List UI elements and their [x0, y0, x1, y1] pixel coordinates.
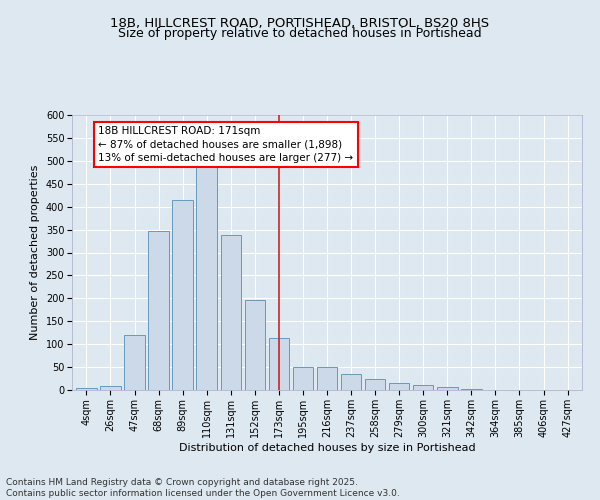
- Text: Contains HM Land Registry data © Crown copyright and database right 2025.
Contai: Contains HM Land Registry data © Crown c…: [6, 478, 400, 498]
- Bar: [293, 367, 313, 390]
- Bar: [365, 378, 385, 390]
- Text: 18B HILLCREST ROAD: 171sqm
← 87% of detached houses are smaller (1,898)
13% of s: 18B HILLCREST ROAD: 171sqm ← 87% of deta…: [98, 126, 353, 163]
- Text: 18B, HILLCREST ROAD, PORTISHEAD, BRISTOL, BS20 8HS: 18B, HILLCREST ROAD, PORTISHEAD, BRISTOL…: [110, 18, 490, 30]
- Bar: [245, 300, 265, 390]
- Bar: [437, 387, 458, 390]
- Bar: [269, 338, 289, 390]
- Bar: [100, 386, 121, 390]
- Bar: [148, 230, 169, 390]
- Bar: [389, 382, 409, 390]
- Bar: [172, 200, 193, 390]
- Bar: [221, 235, 241, 390]
- Bar: [196, 162, 217, 390]
- Bar: [341, 374, 361, 390]
- Text: Size of property relative to detached houses in Portishead: Size of property relative to detached ho…: [118, 28, 482, 40]
- Bar: [76, 388, 97, 390]
- Bar: [461, 389, 482, 390]
- X-axis label: Distribution of detached houses by size in Portishead: Distribution of detached houses by size …: [179, 442, 475, 452]
- Y-axis label: Number of detached properties: Number of detached properties: [30, 165, 40, 340]
- Bar: [413, 386, 433, 390]
- Bar: [317, 367, 337, 390]
- Bar: [124, 335, 145, 390]
